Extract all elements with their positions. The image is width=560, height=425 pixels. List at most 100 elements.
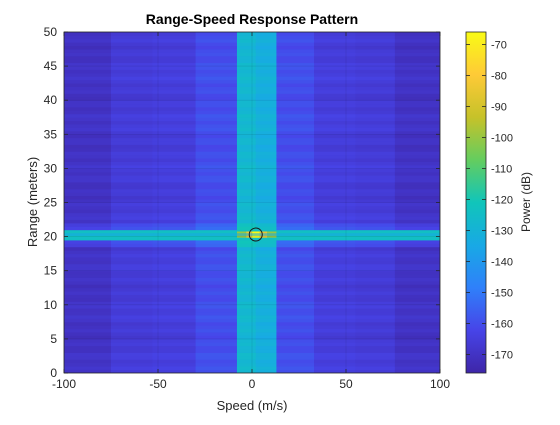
- heatmap-cell: [152, 212, 196, 217]
- heatmap-cell: [195, 32, 238, 36]
- heatmap-cell: [394, 38, 440, 43]
- heatmap-cell: [276, 297, 315, 302]
- heatmap-cell: [195, 83, 238, 87]
- heatmap-cell: [64, 253, 112, 258]
- heatmap-cell: [255, 144, 277, 149]
- heatmap-cell: [355, 335, 396, 340]
- heatmap-cell: [236, 366, 257, 370]
- heatmap-cell: [152, 52, 196, 57]
- heatmap-cell: [394, 89, 440, 94]
- heatmap-cell: [314, 66, 356, 70]
- heatmap-cell: [255, 270, 277, 275]
- heatmap-cell: [394, 93, 440, 98]
- heatmap-cell: [152, 66, 196, 70]
- heatmap-cell: [355, 188, 396, 193]
- heatmap-cell: [236, 226, 257, 231]
- heatmap-cell: [236, 202, 257, 207]
- heatmap-cell: [255, 315, 277, 319]
- heatmap-cell: [111, 32, 153, 36]
- heatmap-cell: [111, 38, 153, 43]
- heatmap-cell: [394, 257, 440, 261]
- heatmap-cell: [236, 291, 257, 295]
- heatmap-cell: [64, 32, 112, 36]
- heatmap-cell: [314, 315, 356, 319]
- heatmap-cell: [394, 297, 440, 302]
- heatmap-cell: [255, 216, 277, 220]
- heatmap-cell: [255, 280, 277, 285]
- heatmap-cell: [152, 130, 196, 135]
- heatmap-cell: [236, 335, 257, 340]
- heatmap-cell: [355, 263, 396, 268]
- heatmap-cell: [276, 89, 315, 94]
- heatmap-cell: [314, 79, 356, 84]
- heatmap-cell: [236, 219, 257, 224]
- heatmap-cell: [152, 318, 196, 323]
- heatmap-cell: [276, 59, 315, 64]
- heatmap-cell: [152, 240, 196, 244]
- heatmap-cell: [64, 257, 112, 261]
- heatmap-cell: [236, 209, 257, 214]
- heatmap-cell: [152, 93, 196, 98]
- heatmap-cell: [394, 352, 440, 357]
- heatmap-cell: [355, 110, 396, 115]
- heatmap-cell: [355, 55, 396, 60]
- heatmap-cell: [394, 284, 440, 289]
- heatmap-cell: [255, 325, 277, 330]
- heatmap-cell: [276, 144, 315, 149]
- heatmap-cell: [64, 335, 112, 340]
- heatmap-cell: [152, 195, 196, 200]
- heatmap-cell: [64, 359, 112, 364]
- heatmap-cell: [355, 240, 396, 244]
- heatmap-cell: [64, 366, 112, 370]
- heatmap-cell: [236, 260, 257, 265]
- target-marker-circle: [248, 227, 263, 242]
- heatmap-cell: [355, 260, 396, 265]
- heatmap-cell: [276, 141, 315, 145]
- heatmap-cell: [394, 304, 440, 309]
- heatmap-cell: [236, 195, 257, 200]
- heatmap-cell: [276, 274, 315, 278]
- heatmap-cell: [64, 151, 112, 156]
- heatmap-cell: [355, 195, 396, 200]
- heatmap-cell: [276, 192, 315, 197]
- x-tick-label: -100: [52, 377, 76, 391]
- heatmap-cell: [236, 175, 257, 180]
- heatmap-cell: [111, 62, 153, 67]
- heatmap-cell: [255, 164, 277, 169]
- heatmap-cell: [236, 147, 257, 152]
- heatmap-cell: [255, 79, 277, 84]
- heatmap-cell: [394, 62, 440, 67]
- heatmap-cell: [255, 38, 277, 43]
- heatmap-cell: [355, 137, 396, 142]
- heatmap-cell: [276, 120, 315, 125]
- heatmap-cell: [276, 130, 315, 135]
- heatmap-cell: [111, 103, 153, 108]
- heatmap-cell: [111, 287, 153, 292]
- heatmap-cell: [314, 199, 356, 203]
- heatmap-cell: [111, 362, 153, 367]
- heatmap-cell: [195, 294, 238, 299]
- heatmap-cell: [394, 32, 440, 36]
- heatmap-cell: [236, 96, 257, 101]
- heatmap-cell: [355, 130, 396, 135]
- chart-title: Range-Speed Response Pattern: [146, 11, 358, 27]
- heatmap-cell: [152, 69, 196, 74]
- heatmap-cell: [64, 291, 112, 295]
- heatmap-cell: [152, 100, 196, 105]
- heatmap-cell: [64, 199, 112, 203]
- heatmap-cell: [236, 277, 257, 282]
- heatmap-cell: [394, 260, 440, 265]
- heatmap-cell: [236, 315, 257, 319]
- heatmap-cell: [255, 113, 277, 118]
- heatmap-cell: [276, 349, 315, 353]
- heatmap-cell: [111, 229, 153, 234]
- heatmap-cell: [152, 311, 196, 316]
- heatmap-cell: [152, 38, 196, 43]
- heatmap-cell: [152, 188, 196, 193]
- heatmap-cell: [394, 338, 440, 343]
- heatmap-cell: [236, 345, 257, 350]
- heatmap-cell: [394, 287, 440, 292]
- heatmap-cell: [255, 267, 277, 272]
- heatmap-cell: [276, 332, 315, 336]
- heatmap-cell: [64, 222, 112, 227]
